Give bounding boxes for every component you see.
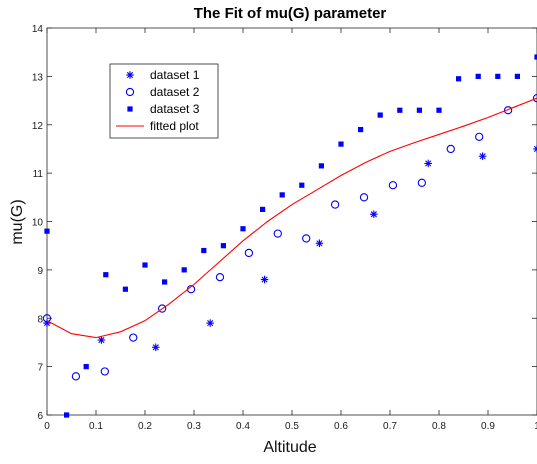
series-3-point: [220, 243, 226, 249]
series-3-point: [122, 286, 128, 292]
y-tick-label: 12: [32, 121, 44, 132]
y-tick-label: 11: [33, 169, 44, 180]
series-2-point: [129, 333, 138, 342]
series-3-point: [240, 226, 246, 232]
series-1-point: [478, 152, 487, 160]
legend-marker: [125, 87, 135, 97]
series-3-point: [318, 163, 324, 169]
series-1-point-stroke: [207, 320, 214, 327]
series-2-point: [359, 193, 369, 202]
legend-label: dataset 3: [150, 102, 200, 116]
x-tick-label: 0.7: [383, 421, 397, 432]
series-3-point: [299, 182, 305, 188]
series-1-point: [206, 319, 214, 327]
series-3-point: [83, 364, 89, 370]
series-3-point: [279, 192, 285, 198]
series-3-point: [162, 279, 168, 285]
series-3-point: [358, 126, 364, 133]
series-1-point: [424, 159, 433, 168]
x-tick-label: 0.2: [138, 421, 152, 432]
legend-label: dataset 2: [150, 85, 200, 99]
x-axis-label: Altitude: [263, 439, 316, 456]
series-1-point: [97, 336, 106, 344]
series-2-point: [100, 367, 109, 376]
y-tick-label: 9: [37, 266, 43, 277]
series-3-point: [64, 412, 70, 418]
series-2-point: [42, 314, 52, 323]
series-3-point: [534, 54, 537, 60]
legend-marker: [126, 71, 134, 79]
plot-area: 0 0.1 0.2 0.3 0.4 0.5 0.6 0.7 0.8 0.9 1 6 7 8 9 10 11 12 1…: [32, 24, 537, 432]
series-2-point: [273, 229, 282, 238]
x-tick-label: 0.9: [481, 421, 495, 432]
x-tick-label: 0.4: [236, 421, 250, 432]
series-1-point: [370, 210, 378, 219]
series-1-point-stroke: [152, 344, 159, 351]
x-tick-label: 1: [534, 421, 537, 432]
series-1-point-stroke: [98, 336, 105, 344]
series-3-point: [495, 73, 501, 79]
series-3-point: [475, 73, 481, 79]
legend: dataset 1 dataset 2 dataset 3 fitted plot: [109, 63, 219, 139]
series-2-point: [215, 272, 225, 282]
legend-marker: [127, 106, 133, 112]
series-3-point: [436, 107, 442, 113]
y-axis-label: mu(G): [9, 199, 26, 244]
series-3-point: [397, 107, 403, 113]
legend-label: dataset 1: [150, 68, 200, 82]
y-tick-label: 7: [37, 363, 43, 374]
series-3-point: [181, 267, 187, 273]
series-3-point: [416, 107, 422, 113]
series-2-point: [71, 372, 81, 381]
series-1-point-stroke: [425, 160, 432, 167]
series-3-point: [377, 112, 383, 118]
series-1-point: [260, 275, 269, 284]
x-tick-label: 0.3: [187, 421, 201, 432]
series-2-point: [417, 178, 426, 187]
chart-title: The Fit of mu(G) parameter: [194, 5, 387, 22]
y-tick-label: 10: [32, 218, 44, 229]
series-1-point-stroke: [533, 145, 537, 150]
x-tick-label: 0.5: [285, 421, 299, 432]
series-2-point: [157, 304, 167, 313]
series-3-point: [142, 262, 148, 268]
series-2-point: [503, 106, 513, 115]
y-tick-label: 8: [37, 314, 43, 325]
series-3-point: [338, 141, 344, 147]
series-2-point: [532, 93, 537, 103]
legend-label: fitted plot: [150, 119, 199, 133]
series-2-point: [244, 248, 254, 258]
x-tick-label: 0.8: [432, 421, 446, 432]
y-tick-label: 13: [32, 72, 44, 83]
series-1-point: [533, 145, 537, 153]
series-2-point: [475, 132, 484, 141]
series-1-point-stroke: [316, 240, 323, 247]
series-1-point-stroke: [261, 276, 268, 283]
y-tick-label: 14: [32, 24, 44, 35]
series-1-point-stroke: [533, 148, 537, 153]
series-3-point: [514, 73, 520, 79]
series-2-point: [446, 144, 455, 154]
series-3-point: [103, 272, 109, 278]
series-2-point: [330, 200, 340, 209]
series-4-line: [46, 97, 537, 339]
series-2-point: [302, 234, 311, 243]
series-1-point-stroke: [370, 211, 377, 218]
legend-marker-stroke: [126, 71, 134, 79]
series-2-point: [388, 181, 398, 190]
series-1-point: [315, 239, 324, 248]
series-3-point: [44, 228, 50, 234]
x-tick-label: 0.6: [334, 421, 348, 432]
series-1-point-stroke: [479, 153, 486, 160]
series-3-point: [260, 206, 266, 213]
series-3-point: [456, 76, 462, 82]
series-3-point: [201, 247, 207, 254]
series-1-point: [151, 343, 160, 352]
x-tick-label: 0.1: [89, 421, 103, 432]
y-tick-label: 6: [37, 411, 43, 422]
x-tick-label: 0: [44, 421, 50, 432]
